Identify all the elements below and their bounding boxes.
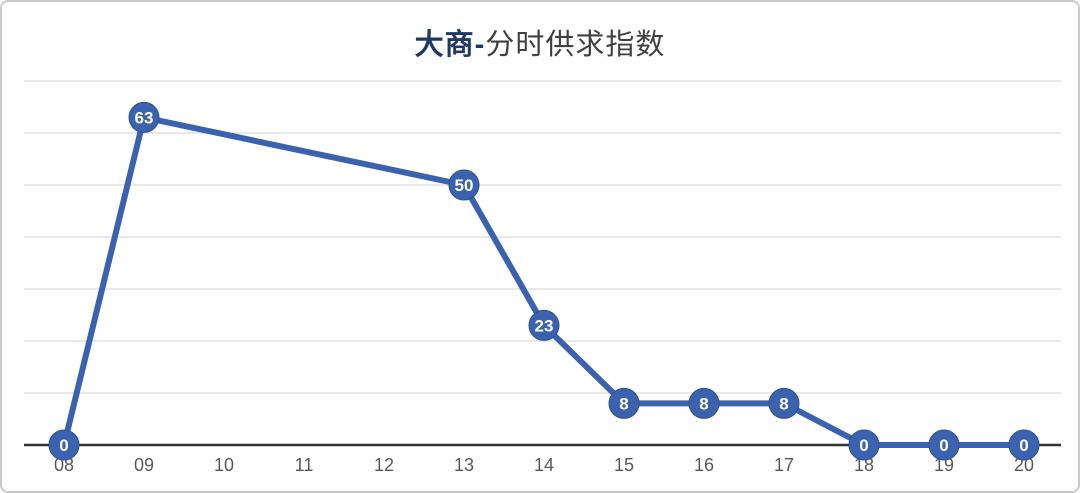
x-tick-label: 14 xyxy=(534,455,554,475)
data-point-marker xyxy=(768,387,800,419)
data-point-marker xyxy=(448,169,480,201)
data-point-marker xyxy=(1008,429,1040,461)
x-tick-label: 17 xyxy=(774,455,794,475)
data-point-marker xyxy=(928,429,960,461)
x-tick-label: 20 xyxy=(1014,455,1034,475)
data-point-marker xyxy=(608,387,640,419)
data-point-label: 0 xyxy=(939,436,948,455)
chart-title-primary: 大商- xyxy=(414,29,486,61)
data-point-label: 23 xyxy=(535,316,554,335)
x-tick-label: 10 xyxy=(214,455,234,475)
data-point-label: 50 xyxy=(455,176,474,195)
data-point-label: 0 xyxy=(1019,436,1028,455)
data-point-marker xyxy=(128,101,160,133)
series-line xyxy=(61,114,1027,448)
data-point-label: 8 xyxy=(699,394,708,413)
data-point-label: 8 xyxy=(779,394,788,413)
x-tick-label: 15 xyxy=(614,455,634,475)
x-tick-label: 18 xyxy=(854,455,874,475)
x-tick-label: 09 xyxy=(134,455,154,475)
data-point-label: 0 xyxy=(859,436,868,455)
x-tick-label: 13 xyxy=(454,455,474,475)
data-point-marker xyxy=(848,429,880,461)
data-point-marker xyxy=(48,429,80,461)
data-point-label: 63 xyxy=(135,108,154,127)
x-tick-label: 11 xyxy=(295,455,314,475)
data-point-marker xyxy=(688,387,720,419)
x-tick-label: 12 xyxy=(374,455,394,475)
x-tick-label: 08 xyxy=(54,455,74,475)
chart-title-secondary: 分时供求指数 xyxy=(485,29,666,61)
x-tick-label: 16 xyxy=(694,455,714,475)
data-point-marker xyxy=(528,309,560,341)
data-point-label: 0 xyxy=(59,436,68,455)
chart-title: 大商-分时供求指数 xyxy=(2,28,1078,63)
data-point-label: 8 xyxy=(619,394,628,413)
x-tick-label: 19 xyxy=(934,455,954,475)
